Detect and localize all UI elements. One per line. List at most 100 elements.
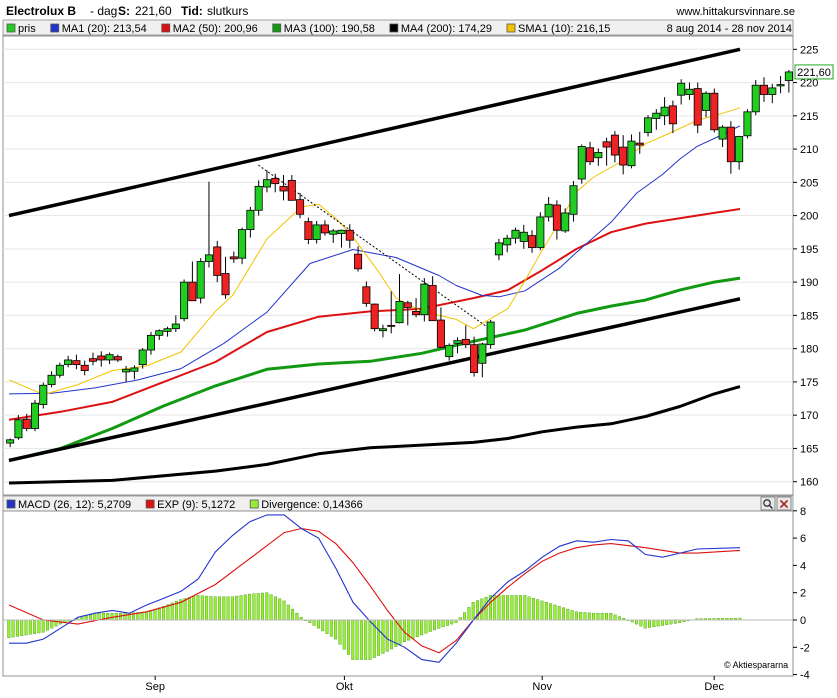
divergence-bar	[123, 612, 127, 621]
candle-body	[552, 204, 561, 231]
divergence-bar	[338, 619, 342, 645]
price-ytick-label: 200	[800, 211, 818, 223]
divergence-bar	[433, 619, 437, 631]
price-legend: pris MA1 (20): 213,54 MA2 (50): 200,96 MA3 …	[6, 23, 610, 35]
candle-body	[246, 209, 255, 230]
divergence-bar	[652, 619, 656, 628]
candle-body	[80, 364, 89, 372]
legend-label-5: SMA1 (10): 216,15	[518, 23, 610, 35]
divergence-bar	[256, 593, 260, 621]
divergence-bar	[617, 616, 621, 621]
candle-body	[619, 146, 628, 166]
site-url[interactable]: www.hittakursvinnare.se	[675, 6, 795, 18]
divergence-bar	[368, 619, 372, 660]
legend-label-0: MACD (26, 12): 5,2709	[18, 499, 131, 511]
divergence-bar	[381, 619, 385, 654]
candle-body	[213, 246, 222, 276]
price-ytick-label: 170	[800, 410, 818, 422]
divergence-bar	[28, 619, 32, 635]
time-value: slutkurs	[207, 4, 248, 18]
candle-body	[644, 117, 653, 133]
candle-body	[296, 199, 305, 215]
divergence-bar	[665, 619, 669, 625]
divergence-bar	[467, 607, 471, 621]
candle-body	[776, 84, 785, 87]
divergence-bar	[106, 612, 110, 621]
candle-body	[271, 177, 280, 185]
price-ytick-label: 190	[800, 277, 818, 289]
price-ytick-label: 195	[800, 244, 818, 256]
legend-label-1: MA1 (20): 213,54	[62, 23, 147, 35]
divergence-bar	[316, 619, 320, 629]
macd-plot-area	[2, 510, 794, 677]
candle-body	[445, 344, 454, 358]
zoom-icon[interactable]	[760, 496, 776, 511]
divergence-bar	[235, 595, 239, 621]
divergence-bar	[166, 604, 170, 621]
divergence-bar	[648, 619, 652, 628]
divergence-bar	[282, 600, 286, 621]
divergence-bar	[390, 619, 394, 650]
divergence-bar	[196, 595, 200, 621]
divergence-bar	[549, 603, 553, 621]
price-ytick-label: 180	[800, 344, 818, 356]
divergence-bar	[579, 611, 583, 621]
ma2-line	[8, 208, 741, 421]
macd-legend: MACD (26, 12): 5,2709 EXP (9): 5,1272 Dive…	[6, 499, 363, 511]
candle-body	[403, 302, 412, 308]
divergence-bar	[613, 614, 617, 621]
candle-body	[88, 358, 97, 362]
divergence-bar	[673, 619, 677, 624]
candle-body	[586, 147, 595, 163]
divergence-bar	[20, 619, 24, 636]
candle-body	[428, 285, 437, 322]
candle-body	[345, 229, 354, 241]
legend-swatch-3	[272, 23, 282, 33]
divergence-bar	[510, 595, 514, 621]
candle-body	[610, 134, 619, 156]
legend-label-1: EXP (9): 5,1272	[157, 499, 235, 511]
candle-body	[395, 301, 404, 324]
divergence-bar	[33, 619, 37, 634]
candle-body	[478, 343, 487, 364]
candle-body	[735, 136, 744, 163]
trend-dotted-line	[258, 164, 491, 330]
price-ytick-label: 220	[800, 78, 818, 90]
candle-body	[420, 283, 429, 316]
divergence-bar	[514, 595, 518, 621]
divergence-bar	[183, 598, 187, 621]
divergence-bar	[656, 619, 660, 627]
last-price-tag-group: 221,60	[794, 64, 834, 80]
divergence-bar	[471, 602, 475, 621]
divergence-bar	[110, 612, 114, 621]
period-label: - dag	[90, 4, 117, 18]
candle-body	[146, 334, 155, 351]
candle-body	[229, 256, 238, 260]
divergence-bar	[329, 619, 333, 637]
candle-body	[494, 242, 503, 256]
divergence-bar	[450, 619, 454, 625]
divergence-bar	[553, 604, 557, 621]
candle-body	[312, 224, 321, 240]
divergence-bar	[583, 612, 587, 621]
macd-line	[9, 514, 741, 663]
x-tick-label: Nov	[532, 681, 552, 693]
candle-body	[39, 384, 48, 405]
divergence-bar	[527, 596, 531, 621]
divergence-bar	[660, 619, 664, 626]
divergence-bar	[217, 596, 221, 621]
close-icon[interactable]	[776, 496, 792, 511]
legend-label-0: pris	[18, 23, 36, 35]
x-tick-label: Dec	[704, 681, 724, 693]
candle-body	[279, 185, 288, 192]
candle-body	[378, 328, 387, 332]
candle-body	[751, 84, 760, 113]
candle-body	[561, 212, 570, 232]
divergence-bar	[162, 606, 166, 621]
legend-swatch-1	[145, 499, 155, 509]
divergence-bar	[536, 599, 540, 621]
candle-body	[130, 367, 139, 372]
candle-body	[113, 356, 122, 361]
macd-ytick-label: 2	[800, 588, 806, 600]
